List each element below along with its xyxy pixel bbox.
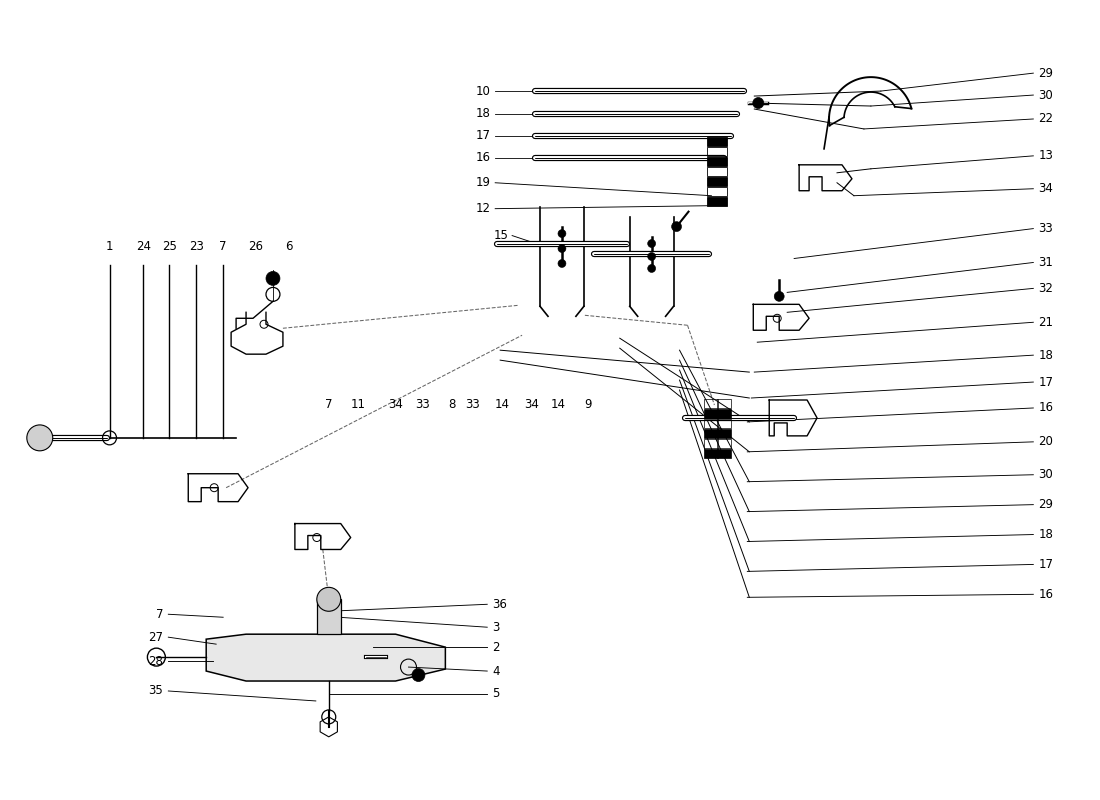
Text: 27: 27 [148,630,163,644]
Text: 12: 12 [475,202,491,215]
Bar [717,449,732,458]
Text: 14: 14 [495,398,509,411]
Bar [707,197,727,206]
Bar [704,449,718,458]
Bar [707,167,727,176]
Text: 22: 22 [1038,113,1054,126]
Circle shape [558,230,565,238]
Text: 32: 32 [1038,282,1053,295]
Text: 20: 20 [1038,435,1053,448]
Text: 34: 34 [388,398,403,411]
Text: 17: 17 [1038,375,1054,389]
Text: 34: 34 [1038,182,1053,195]
Text: 17: 17 [1038,558,1054,571]
Text: 31: 31 [1038,256,1053,269]
Text: 18: 18 [1038,349,1053,362]
Text: 7: 7 [156,608,163,621]
Bar [707,177,727,186]
Circle shape [317,587,341,611]
Text: 16: 16 [475,151,491,164]
Text: 9: 9 [584,398,592,411]
Text: 7: 7 [324,398,332,411]
Bar [717,439,732,448]
Text: 4: 4 [492,665,499,678]
Bar [717,409,732,418]
Text: 8: 8 [449,398,456,411]
Polygon shape [206,634,446,681]
Text: 13: 13 [1038,150,1053,162]
Circle shape [672,222,682,231]
Text: 33: 33 [415,398,430,411]
Bar [704,429,718,438]
Bar [704,439,718,448]
Bar [707,157,727,166]
Text: 18: 18 [475,107,491,121]
Bar [707,186,727,196]
Text: 7: 7 [219,239,227,253]
Text: 5: 5 [492,687,499,701]
Text: 29: 29 [1038,66,1054,80]
Circle shape [648,253,656,261]
Text: 14: 14 [550,398,565,411]
Text: 15: 15 [493,229,508,242]
Text: 35: 35 [148,685,163,698]
Bar [707,147,727,156]
Text: 29: 29 [1038,498,1054,511]
Circle shape [558,259,565,267]
Text: 3: 3 [492,621,499,634]
Text: 11: 11 [351,398,366,411]
Text: 30: 30 [1038,468,1053,482]
Text: 6: 6 [285,239,293,253]
Bar [317,599,341,634]
Circle shape [26,425,53,451]
Circle shape [558,245,565,253]
Text: 33: 33 [1038,222,1053,235]
Text: 1: 1 [106,239,113,253]
Bar [704,409,718,418]
Bar [704,419,718,428]
Text: 23: 23 [189,239,204,253]
Text: 19: 19 [475,176,491,190]
Circle shape [648,265,656,273]
Circle shape [752,98,763,109]
Circle shape [648,239,656,247]
Circle shape [774,291,784,302]
Bar [707,137,727,146]
Text: 16: 16 [1038,588,1054,601]
Text: 25: 25 [162,239,177,253]
Text: 34: 34 [525,398,539,411]
Text: 30: 30 [1038,89,1053,102]
Text: 10: 10 [475,85,491,98]
Text: 18: 18 [1038,528,1053,541]
Text: 36: 36 [492,598,507,610]
Circle shape [412,669,425,682]
Text: 17: 17 [475,130,491,142]
Bar [717,429,732,438]
Text: 26: 26 [249,239,264,253]
Text: 33: 33 [465,398,480,411]
Text: 21: 21 [1038,316,1054,329]
Text: 2: 2 [492,641,499,654]
Circle shape [266,271,279,286]
Bar [717,399,732,408]
Text: 24: 24 [136,239,151,253]
Text: 16: 16 [1038,402,1054,414]
Text: 28: 28 [148,654,163,667]
Bar [717,419,732,428]
Bar [704,399,718,408]
